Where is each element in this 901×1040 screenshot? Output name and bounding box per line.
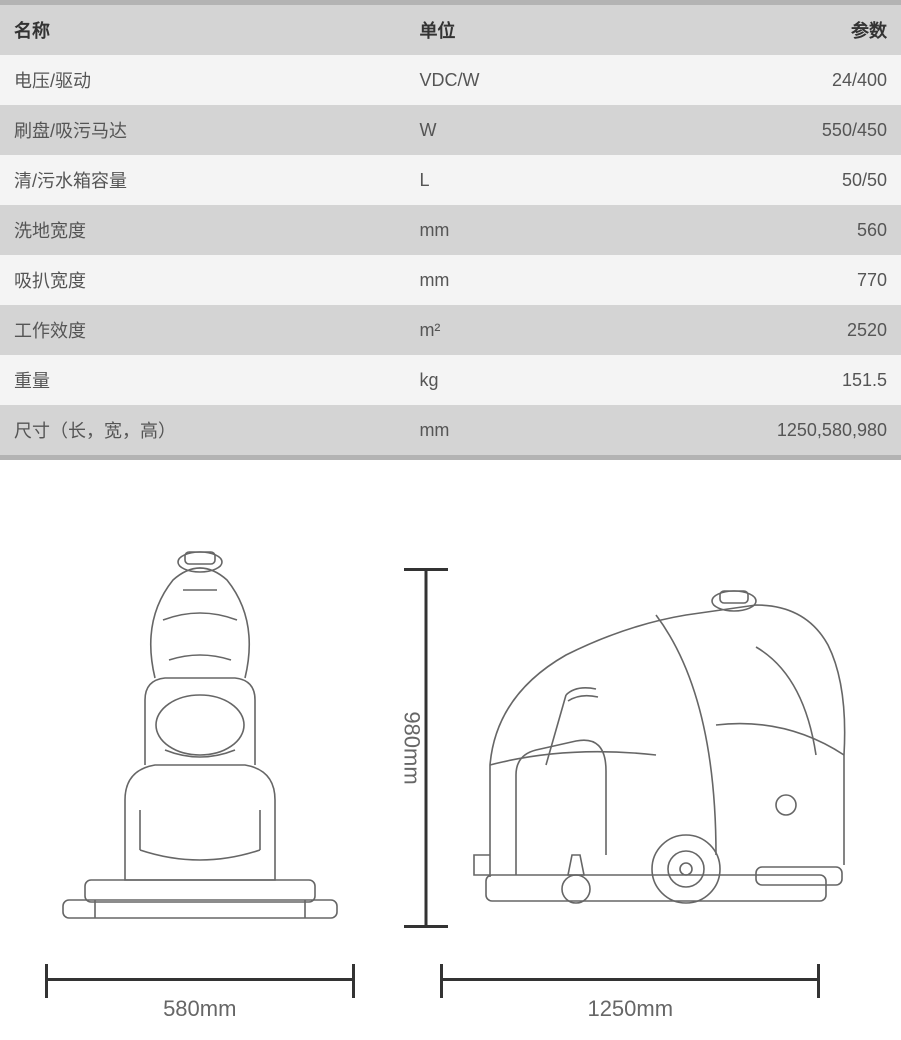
header-param: 参数 bbox=[631, 5, 901, 55]
cell-unit: kg bbox=[405, 355, 630, 405]
cell-param: 24/400 bbox=[631, 55, 901, 105]
table-row: 洗地宽度mm560 bbox=[0, 205, 901, 255]
cell-param: 550/450 bbox=[631, 105, 901, 155]
cell-unit: mm bbox=[405, 255, 630, 305]
front-width-dimension: 580mm bbox=[45, 964, 355, 1020]
diagrams-section: 580mm 980mm bbox=[0, 540, 901, 1040]
table-row: 电压/驱动VDC/W24/400 bbox=[0, 55, 901, 105]
spec-table-wrap: 名称 单位 参数 电压/驱动VDC/W24/400刷盘/吸污马达W550/450… bbox=[0, 0, 901, 460]
cell-name: 洗地宽度 bbox=[0, 205, 405, 255]
side-height-label: 980mm bbox=[398, 705, 424, 790]
cell-name: 刷盘/吸污马达 bbox=[0, 105, 405, 155]
cell-name: 电压/驱动 bbox=[0, 55, 405, 105]
spec-table: 名称 单位 参数 电压/驱动VDC/W24/400刷盘/吸污马达W550/450… bbox=[0, 5, 901, 455]
cell-unit: mm bbox=[405, 205, 630, 255]
side-length-dimension: 1250mm bbox=[440, 964, 820, 1020]
cell-unit: VDC/W bbox=[405, 55, 630, 105]
front-view-drawing bbox=[45, 540, 355, 940]
table-row: 清/污水箱容量L50/50 bbox=[0, 155, 901, 205]
front-width-label: 580mm bbox=[45, 996, 355, 1022]
side-view-column: 980mm bbox=[404, 555, 856, 1020]
cell-name: 吸扒宽度 bbox=[0, 255, 405, 305]
table-row: 尺寸（长，宽，高）mm1250,580,980 bbox=[0, 405, 901, 455]
header-name: 名称 bbox=[0, 5, 405, 55]
cell-name: 工作效度 bbox=[0, 305, 405, 355]
front-view-column: 580mm bbox=[45, 540, 355, 1020]
table-row: 重量kg151.5 bbox=[0, 355, 901, 405]
cell-unit: m² bbox=[405, 305, 630, 355]
cell-unit: L bbox=[405, 155, 630, 205]
side-height-dimension: 980mm bbox=[404, 555, 448, 940]
cell-param: 151.5 bbox=[631, 355, 901, 405]
cell-unit: mm bbox=[405, 405, 630, 455]
side-view-svg bbox=[456, 555, 856, 935]
spec-table-header-row: 名称 单位 参数 bbox=[0, 5, 901, 55]
table-row: 吸扒宽度mm770 bbox=[0, 255, 901, 305]
cell-param: 1250,580,980 bbox=[631, 405, 901, 455]
cell-unit: W bbox=[405, 105, 630, 155]
cell-param: 560 bbox=[631, 205, 901, 255]
table-row: 工作效度m²2520 bbox=[0, 305, 901, 355]
cell-name: 清/污水箱容量 bbox=[0, 155, 405, 205]
side-view-drawing bbox=[456, 555, 856, 940]
cell-name: 尺寸（长，宽，高） bbox=[0, 405, 405, 455]
front-view-svg bbox=[45, 540, 355, 940]
cell-name: 重量 bbox=[0, 355, 405, 405]
spec-table-body: 电压/驱动VDC/W24/400刷盘/吸污马达W550/450清/污水箱容量L5… bbox=[0, 55, 901, 455]
cell-param: 50/50 bbox=[631, 155, 901, 205]
side-length-label: 1250mm bbox=[440, 996, 820, 1022]
table-row: 刷盘/吸污马达W550/450 bbox=[0, 105, 901, 155]
header-unit: 单位 bbox=[405, 5, 630, 55]
cell-param: 2520 bbox=[631, 305, 901, 355]
cell-param: 770 bbox=[631, 255, 901, 305]
